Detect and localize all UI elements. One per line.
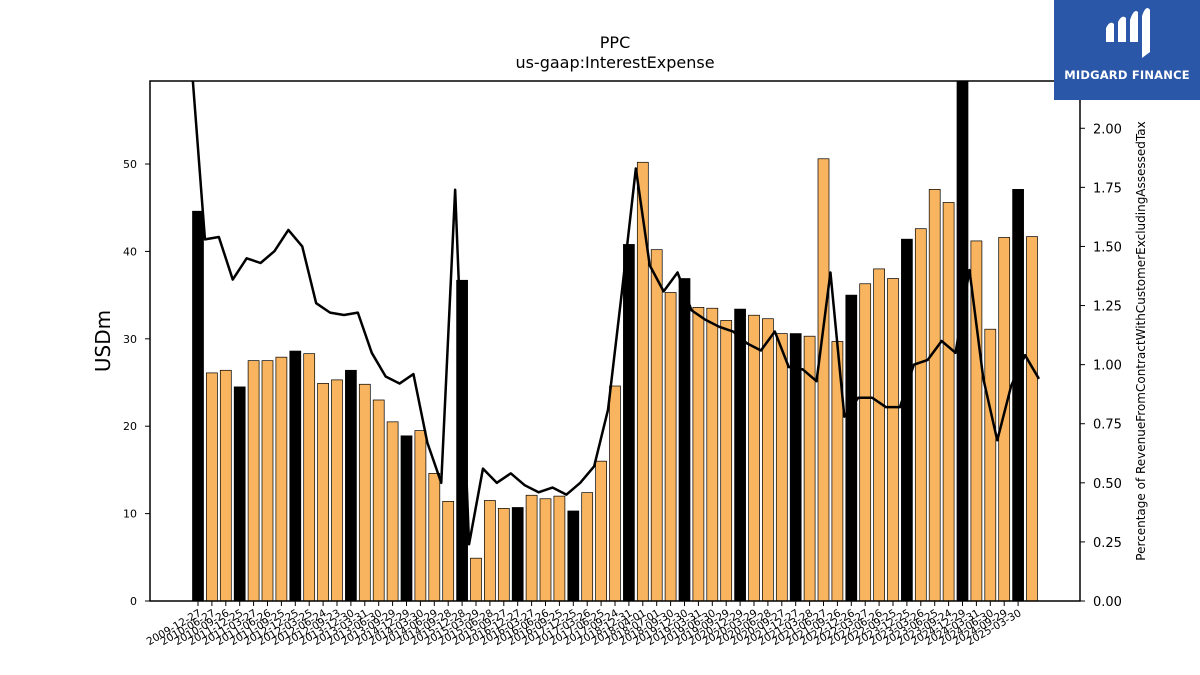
bar-year-end [734,308,746,601]
y2-tick-label: 1.25 [1093,300,1122,315]
y2-tick-label: 2.00 [1093,122,1122,137]
bar [331,379,343,601]
bar [942,202,955,601]
pct-line [191,81,1041,546]
bar [386,421,399,601]
bar-year-end [623,244,635,601]
brand-logo: MIDGARD FINANCE [1054,0,1200,100]
bar-year-end [511,507,524,601]
x-axis: 2009-12-272010-06-272010-09-262011-12-25… [145,601,1024,648]
bar [859,283,872,601]
bar-year-end [901,238,913,601]
bar-year-end [789,333,802,601]
bar [470,557,482,601]
bar [692,307,705,601]
y2-tick-label: 1.00 [1093,359,1122,374]
bar [581,492,594,601]
bar-year-end [345,369,357,601]
bar [998,237,1011,601]
bar [497,508,510,601]
bar [984,328,997,601]
y-axis-left: 0 10 20 30 40 50 [123,158,150,608]
y2-tick-label: 0.25 [1093,536,1122,551]
bar [873,268,885,601]
bar [442,501,455,601]
bar [762,318,774,601]
y2-tick-label: 1.50 [1093,240,1122,255]
y2-tick-label: 0.00 [1093,595,1122,610]
bar [970,240,983,601]
y-axis-right: 0.00 0.25 0.50 0.75 1.00 1.25 1.50 1.75 2.00 [1080,122,1122,610]
bar [803,335,816,601]
y2-tick-label: 0.50 [1093,477,1122,492]
y2-tick-label: 0.75 [1093,418,1122,433]
y-axis-label: USDm [91,310,115,372]
bar [303,353,316,601]
y-tick-label: 20 [123,420,137,433]
bar [317,383,329,601]
bar [358,383,371,601]
bar-year-end [192,210,204,601]
bar [775,333,788,601]
brand-name: MIDGARD FINANCE [1064,68,1190,82]
bar [206,372,218,601]
bar [650,249,663,601]
bar [428,473,441,601]
bar-year-end [1012,189,1024,601]
bar [817,158,830,601]
bar-year-end [289,350,302,601]
bar [219,369,232,601]
bar [664,292,677,601]
bar [928,189,941,601]
bar [553,495,566,601]
bar [720,320,733,601]
y2-axis-label: Percentage of RevenueFromContractWithCus… [1134,121,1148,560]
bar-year-end [845,294,858,601]
bar-year-end [400,435,413,601]
bar [261,360,274,601]
bar [887,278,899,601]
bar [247,360,260,601]
bar [706,307,719,601]
bar [414,430,427,601]
y-tick-label: 50 [123,158,137,171]
logo-mark-icon [1106,8,1150,58]
bar-year-end [678,278,691,601]
y-tick-label: 30 [123,333,137,346]
line-series [191,81,1041,546]
bar [525,494,538,601]
y-tick-label: 10 [123,508,137,521]
chart-title: PPC [600,33,630,52]
bar-year-end [567,510,580,601]
bar [595,460,607,601]
bar [636,161,649,601]
bar [372,399,385,601]
bar [748,314,760,601]
bar [1026,236,1038,601]
bar-year-end [456,279,468,601]
bar [609,385,621,601]
y-tick-label: 40 [123,245,137,258]
bar [484,500,496,601]
y2-tick-label: 1.75 [1093,181,1122,196]
bar [275,356,288,601]
chart-subtitle: us-gaap:InterestExpense [515,53,714,72]
y-tick-label: 0 [130,595,137,608]
bar-year-end [233,386,246,601]
bar [914,228,927,601]
bar-series [192,81,1038,601]
bar [539,498,552,601]
